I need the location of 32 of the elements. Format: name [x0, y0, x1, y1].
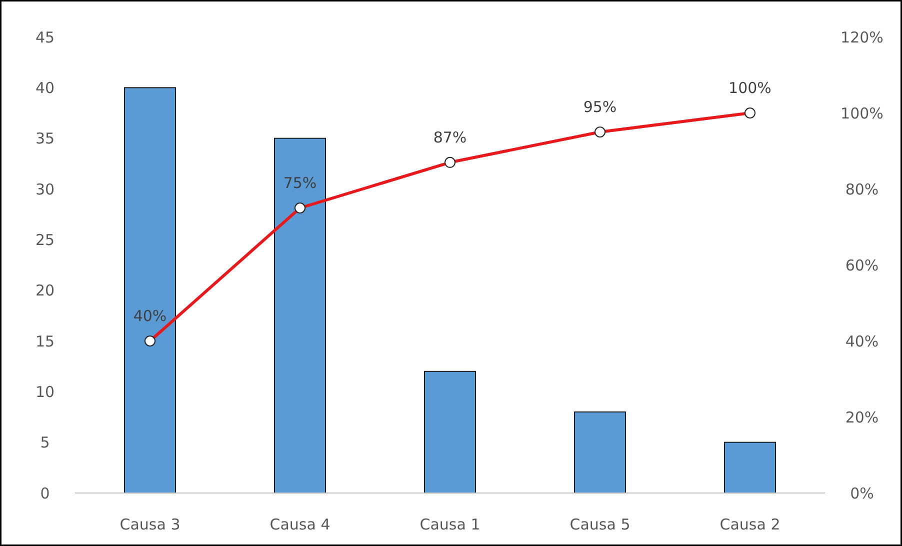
- y2-tick-label: 60%: [845, 256, 879, 274]
- y-tick-label: 15: [35, 332, 55, 350]
- x-tick-label: Causa 4: [270, 515, 330, 534]
- y-tick-label: 5: [40, 434, 50, 452]
- y-tick-label: 30: [35, 180, 55, 198]
- data-label: 87%: [433, 128, 467, 146]
- y-tick-label: 25: [35, 230, 55, 249]
- bar: [574, 411, 626, 494]
- bar: [424, 370, 476, 494]
- y-tick-label: 10: [35, 382, 55, 401]
- y-tick-label: 20: [35, 282, 55, 300]
- x-tick-label: Causa 1: [420, 515, 480, 534]
- x-tick-label: Causa 5: [570, 515, 630, 534]
- y2-tick-label: 100%: [840, 104, 884, 122]
- y2-tick-label: 0%: [850, 484, 874, 502]
- y2-tick-label: 80%: [845, 180, 879, 198]
- bar: [724, 442, 776, 494]
- y-tick-label: 40: [35, 78, 55, 97]
- data-label: 75%: [283, 174, 317, 192]
- data-label: 40%: [133, 307, 167, 325]
- y2-tick-label: 40%: [845, 332, 879, 350]
- y2-tick-label: 120%: [840, 28, 884, 46]
- y2-tick-label: 20%: [845, 408, 879, 426]
- y-tick-label: 45: [35, 28, 55, 46]
- y-tick-label: 35: [35, 130, 55, 148]
- bar: [124, 87, 176, 494]
- data-label: 95%: [583, 98, 617, 116]
- x-tick-label: Causa 3: [120, 515, 180, 534]
- data-label: 100%: [728, 79, 772, 97]
- y-tick-label: 0: [40, 484, 50, 502]
- bar: [274, 138, 326, 494]
- x-tick-label: Causa 2: [720, 515, 780, 534]
